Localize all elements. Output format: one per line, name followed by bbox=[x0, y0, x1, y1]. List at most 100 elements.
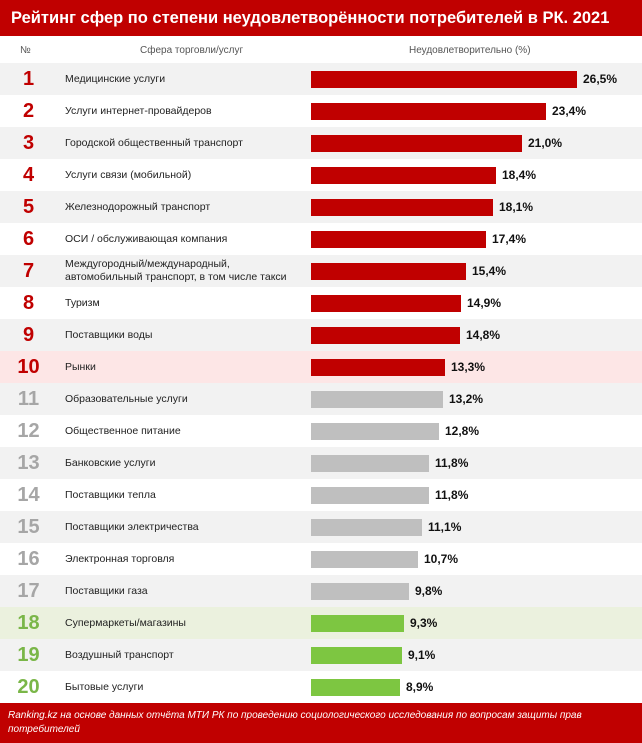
value-label: 14,8% bbox=[466, 328, 501, 342]
bar bbox=[311, 135, 522, 152]
rank-number: 17 bbox=[17, 580, 40, 602]
table-row: 19 Воздушный транспорт 9,1% bbox=[0, 639, 642, 671]
table-row: 11 Образовательные услуги 13,2% bbox=[0, 383, 642, 415]
bar bbox=[311, 647, 402, 664]
value-label: 9,8% bbox=[415, 584, 443, 598]
value-column-header: Неудовлетворительно (%) bbox=[409, 45, 531, 56]
category-label: Услуги связи (мобильной) bbox=[65, 168, 192, 181]
rank-number: 18 bbox=[17, 612, 40, 634]
category-label: Поставщики электричества bbox=[65, 520, 199, 533]
value-label: 11,8% bbox=[435, 488, 469, 502]
category-label: Поставщики воды bbox=[65, 328, 153, 341]
table-row: 13 Банковские услуги 11,8% bbox=[0, 447, 642, 479]
category-label: Воздушный транспорт bbox=[65, 648, 174, 661]
table-row: 20 Бытовые услуги 8,9% bbox=[0, 671, 642, 703]
bar bbox=[311, 231, 486, 248]
chart-title: Рейтинг сфер по степени неудовлетворённо… bbox=[0, 0, 642, 36]
rank-number: 9 bbox=[22, 324, 35, 346]
bar bbox=[311, 359, 445, 376]
table-row: 17 Поставщики газа 9,8% bbox=[0, 575, 642, 607]
value-label: 9,3% bbox=[410, 616, 438, 630]
bar bbox=[311, 551, 418, 568]
bar bbox=[311, 327, 460, 344]
bar bbox=[311, 199, 493, 216]
value-label: 13,3% bbox=[451, 360, 486, 374]
category-label: ОСИ / обслуживающая компания bbox=[65, 232, 228, 245]
category-label: Междугородный/международный, автомобильн… bbox=[65, 258, 287, 283]
table-row: 1 Медицинские услуги 26,5% bbox=[0, 63, 642, 95]
table-row: 8 Туризм 14,9% bbox=[0, 287, 642, 319]
category-label: Банковские услуги bbox=[65, 456, 156, 469]
category-label: Железнодорожный транспорт bbox=[65, 200, 211, 213]
bar bbox=[311, 103, 546, 120]
category-column-header: Сфера торговли/услуг bbox=[140, 45, 244, 56]
value-label: 10,7% bbox=[424, 552, 459, 566]
table-row: 14 Поставщики тепла 11,8% bbox=[0, 479, 642, 511]
bar bbox=[311, 455, 429, 472]
bar bbox=[311, 423, 439, 440]
table-row: 18 Супермаркеты/магазины 9,3% bbox=[0, 607, 642, 639]
value-label: 15,4% bbox=[472, 264, 507, 278]
rank-number: 6 bbox=[22, 228, 35, 250]
category-label: Медицинские услуги bbox=[65, 72, 166, 85]
category-label: Поставщики газа bbox=[65, 584, 148, 597]
bar bbox=[311, 295, 461, 312]
value-label: 26,5% bbox=[583, 72, 618, 86]
table-row: 10 Рынки 13,3% bbox=[0, 351, 642, 383]
rank-number: 12 bbox=[17, 420, 40, 442]
category-label: Бытовые услуги bbox=[65, 680, 144, 693]
table-row: 15 Поставщики электричества 11,1% bbox=[0, 511, 642, 543]
table-row: 6 ОСИ / обслуживающая компания 17,4% bbox=[0, 223, 642, 255]
bar bbox=[311, 679, 400, 696]
value-label: 11,8% bbox=[435, 456, 469, 470]
rank-number: 3 bbox=[22, 132, 35, 154]
value-label: 12,8% bbox=[445, 424, 480, 438]
table-row: 5 Железнодорожный транспорт 18,1% bbox=[0, 191, 642, 223]
rank-number: 15 bbox=[17, 516, 40, 538]
rank-number: 16 bbox=[17, 548, 40, 570]
category-label: Супермаркеты/магазины bbox=[65, 616, 186, 629]
rank-number: 1 bbox=[22, 68, 35, 90]
rank-number: 11 bbox=[17, 388, 40, 410]
category-label: Услуги интернет-провайдеров bbox=[65, 104, 212, 117]
value-label: 23,4% bbox=[552, 104, 587, 118]
category-label: Городской общественный транспорт bbox=[65, 136, 243, 149]
value-label: 18,4% bbox=[502, 168, 537, 182]
rank-column-header: № bbox=[20, 45, 31, 56]
rank-number: 7 bbox=[22, 260, 35, 282]
category-label: Общественное питание bbox=[65, 424, 181, 437]
rank-number: 14 bbox=[17, 484, 40, 506]
table-row: 2 Услуги интернет-провайдеров 23,4% bbox=[0, 95, 642, 127]
rank-number: 2 bbox=[22, 100, 35, 122]
bar bbox=[311, 519, 422, 536]
value-label: 14,9% bbox=[467, 296, 502, 310]
rank-number: 10 bbox=[17, 356, 40, 378]
bar bbox=[311, 391, 443, 408]
category-label: Туризм bbox=[65, 296, 100, 309]
rank-number: 4 bbox=[22, 164, 35, 186]
table-row: 16 Электронная торговля 10,7% bbox=[0, 543, 642, 575]
value-label: 18,1% bbox=[499, 200, 534, 214]
bar bbox=[311, 487, 429, 504]
bar bbox=[311, 615, 404, 632]
category-label: Поставщики тепла bbox=[65, 488, 156, 501]
table-row: 3 Городской общественный транспорт 21,0% bbox=[0, 127, 642, 159]
value-label: 17,4% bbox=[492, 232, 527, 246]
bar bbox=[311, 263, 466, 280]
category-label: Электронная торговля bbox=[65, 552, 175, 565]
table-row: 4 Услуги связи (мобильной) 18,4% bbox=[0, 159, 642, 191]
rank-number: 8 bbox=[22, 292, 35, 314]
source-note: Ranking.kz на основе данных отчёта МТИ Р… bbox=[0, 703, 642, 743]
category-label: Рынки bbox=[65, 360, 96, 373]
rank-number: 5 bbox=[22, 196, 35, 218]
value-label: 13,2% bbox=[449, 392, 484, 406]
value-label: 21,0% bbox=[528, 136, 563, 150]
category-label: Образовательные услуги bbox=[65, 392, 188, 405]
table-row: 7 Междугородный/международный, автомобиль… bbox=[0, 255, 642, 287]
value-label: 8,9% bbox=[406, 680, 434, 694]
value-label: 9,1% bbox=[408, 648, 436, 662]
table-row: 9 Поставщики воды 14,8% bbox=[0, 319, 642, 351]
table-row: 12 Общественное питание 12,8% bbox=[0, 415, 642, 447]
rank-number: 13 bbox=[17, 452, 40, 474]
